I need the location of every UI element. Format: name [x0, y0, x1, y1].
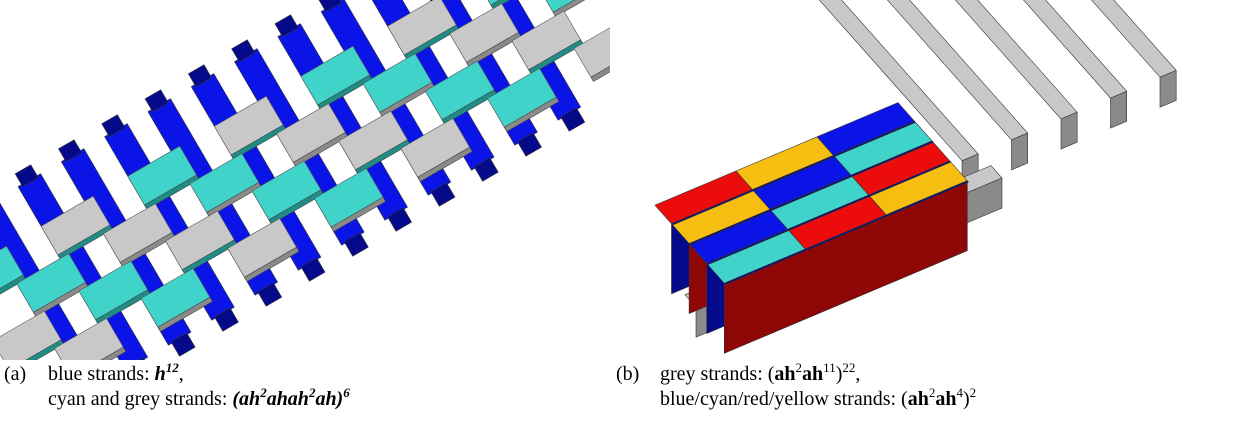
caption-b-label: (b) [616, 363, 640, 385]
weave-strand-edge [503, 96, 560, 132]
weave-strand-edge [330, 196, 387, 232]
blue-strand-tab [257, 282, 283, 307]
blue-strand-tab [274, 14, 299, 38]
grey-frame-side [1159, 69, 1177, 108]
caption-a-text: blue strands: h12, cyan and grey strands… [48, 360, 350, 412]
blue-strand-tab [473, 157, 499, 182]
blue-strand-tab [14, 164, 39, 188]
blue-strand-tab [101, 114, 126, 138]
blue-strand-tab [300, 257, 326, 282]
blue-strand-tab [318, 0, 342, 13]
grey-frame-side [1110, 90, 1128, 129]
blue-strand-tab [58, 139, 83, 163]
weave-strand-edge [157, 296, 213, 332]
caption-a-label: (a) [4, 363, 27, 385]
weave-strand-edge [244, 246, 300, 282]
caption-b-text: grey strands: (ah2ah11)22, blue/cyan/red… [660, 360, 977, 412]
blue-strand-tab [343, 232, 369, 257]
caption-b-line2: blue/cyan/red/yellow strands: (ah2ah4)2 [660, 385, 977, 410]
weave-strand-segment [487, 0, 501, 6]
caption-a-line1: blue strands: h12, [48, 360, 184, 385]
weave-strand-segment [545, 0, 576, 13]
grey-frame-side [1011, 132, 1029, 171]
weave-strand-segment [573, 27, 610, 78]
caption-a-line2: cyan and grey strands: (ah2ahah2ah)6 [48, 385, 350, 410]
figure-a: (a) blue strands: h12, cyan and grey str… [0, 0, 610, 425]
block-frame-render [654, 0, 1177, 354]
caption-b-line1: grey strands: (ah2ah11)22, [660, 360, 861, 385]
grey-frame-side [1060, 111, 1078, 150]
weave-strand-edge [590, 65, 610, 82]
weave-strand-edge [417, 146, 473, 182]
blue-strand-tab [517, 132, 542, 157]
blue-strand-tab [231, 39, 256, 63]
blue-strand-tab [213, 307, 239, 332]
colour-strand-edge [723, 180, 969, 285]
blue-strand-tab [138, 357, 146, 360]
blue-strand-tab [187, 64, 213, 88]
blue-strand-tab [430, 182, 456, 207]
figure-b: (b) grey strands: (ah2ah11)22, blue/cyan… [610, 0, 1252, 425]
blue-strand-tab [144, 89, 169, 113]
blue-strand-tab [170, 332, 196, 357]
woven-strands-render [0, 0, 610, 360]
blue-strand-tab [560, 107, 586, 132]
weave-strand-edge [100, 346, 127, 360]
blue-strand-tab [387, 207, 413, 232]
